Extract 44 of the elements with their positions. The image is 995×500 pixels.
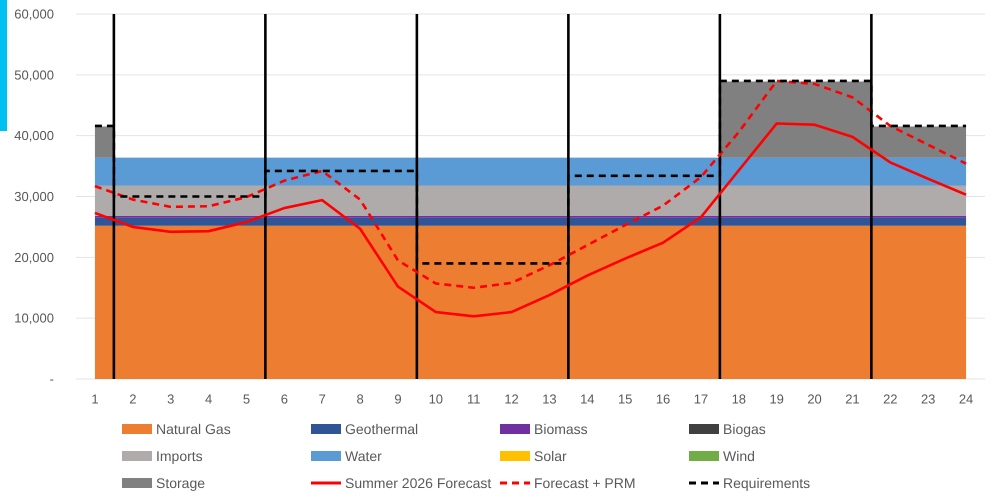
legend-label: Requirements [723,474,810,491]
legend-label: Natural Gas [156,420,231,437]
x-tick-label: 22 [883,392,898,407]
x-tick-label: 14 [580,392,595,407]
legend-label: Solar [534,448,568,464]
y-tick-label: 10,000 [14,310,54,326]
x-tick-label: 6 [280,392,288,407]
x-tick-label: 16 [656,392,670,407]
x-tick-label: 2 [129,392,136,407]
x-tick-label: 8 [356,392,364,407]
x-tick-label: 17 [694,392,708,407]
x-tick-label: 18 [732,392,746,407]
legend-label: Forecast + PRM [534,474,636,491]
y-tick-label: - [50,372,54,387]
x-tick-label: 23 [920,392,936,407]
y-tick-label: 50,000 [14,67,54,82]
x-tick-label: 19 [769,392,784,407]
x-tick-label: 20 [807,392,822,407]
x-tick-label: 12 [504,392,519,407]
x-tick-label: 7 [318,392,326,407]
line-series [94,122,968,318]
x-tick-label: 1 [91,392,99,407]
legend-label: Summer 2026 Forecast [345,474,492,491]
legend-label: Biomass [534,420,588,437]
y-tick-label: 40,000 [14,128,54,144]
x-tick-label: 9 [394,392,402,407]
x-tick-label: 11 [466,392,480,407]
y-tick-label: 60,000 [14,6,54,22]
legend-label: Imports [156,448,203,464]
x-tick-label: 15 [618,392,632,407]
y-tick-label: 20,000 [14,250,54,265]
x-tick-label: 10 [428,392,444,407]
x-tick-label: 24 [958,392,974,407]
x-tick-label: 3 [167,392,174,407]
legend-label: Water [345,448,382,464]
x-tick-label: 4 [204,392,212,407]
legend-label: Geothermal [345,420,418,437]
x-tick-label: 13 [542,392,557,407]
legend-label: Storage [156,474,206,491]
legend-label: Biogas [723,420,766,437]
x-tick-label: 5 [242,392,250,407]
y-tick-label: 30,000 [14,189,54,204]
legend-label: Wind [723,448,755,464]
x-tick-label: 21 [845,392,860,407]
